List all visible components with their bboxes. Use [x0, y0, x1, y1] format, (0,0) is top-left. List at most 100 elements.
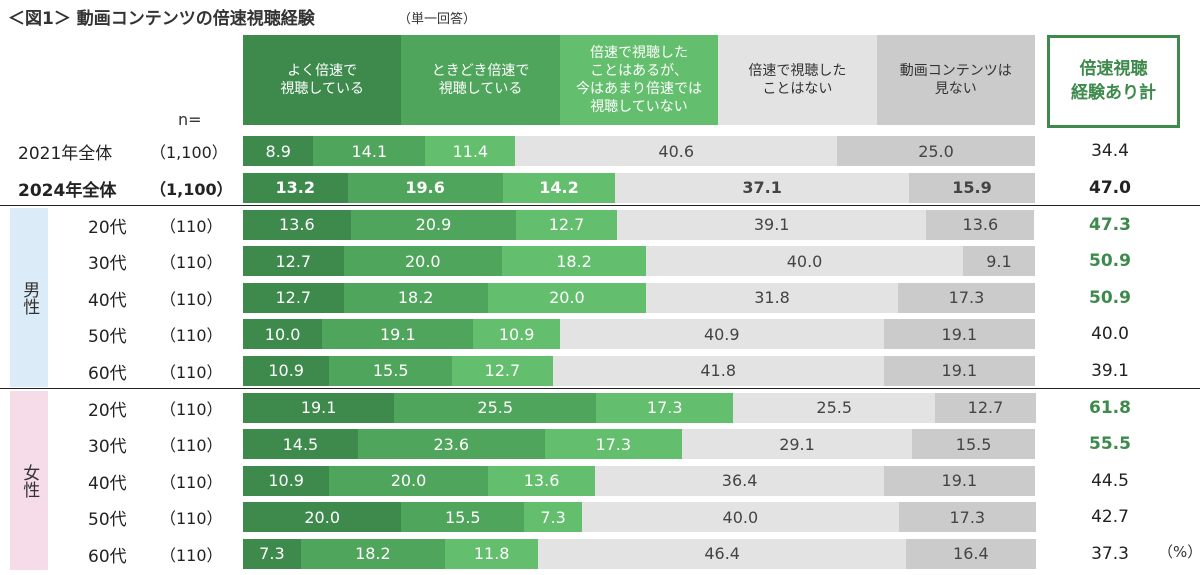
- total-value: 44.5: [1091, 470, 1129, 491]
- bar-label: 19.1: [941, 361, 978, 381]
- row-label: 20代: [88, 217, 127, 238]
- bar-segment: [300, 538, 445, 569]
- bar-label: 20.0: [404, 251, 441, 271]
- bar-label: 20.0: [304, 507, 340, 527]
- bar-label: 17.3: [949, 507, 986, 527]
- bar-label: 25.5: [477, 398, 514, 417]
- bar-label: 14.2: [539, 178, 579, 198]
- row-label: 30代: [88, 437, 127, 458]
- group-label: 女性: [10, 391, 48, 571]
- bar-segment: [905, 538, 1036, 569]
- bar-label: 12.7: [967, 398, 1004, 417]
- n-value: （110）: [160, 399, 223, 419]
- bar-segment: [898, 502, 1036, 533]
- bar-label: 46.4: [704, 544, 740, 564]
- bar-label: 41.8: [700, 361, 736, 381]
- unit-label: （%）: [1158, 543, 1200, 561]
- bar-segment: [559, 319, 884, 350]
- bar-label: 15.5: [955, 434, 992, 454]
- bar-segment: [515, 136, 837, 167]
- total-value: 47.0: [1089, 177, 1131, 198]
- total-value: 50.9: [1089, 251, 1131, 272]
- bar-label: 12.7: [275, 288, 312, 308]
- bar-label: 18.2: [355, 544, 391, 564]
- bar-label: 13.2: [275, 178, 315, 198]
- bar-label: 40.9: [703, 324, 740, 344]
- bar-segment: [322, 319, 474, 350]
- separator: [0, 388, 1200, 390]
- bar-label: 19.1: [941, 324, 978, 344]
- bar-label: 14.5: [282, 434, 319, 454]
- bar-segment: [243, 355, 330, 386]
- bar-segment: [243, 282, 344, 313]
- bar-segment: [487, 282, 647, 313]
- bar-segment: [897, 282, 1035, 313]
- bar-segment: [501, 246, 647, 277]
- group-label: 男性: [10, 208, 48, 388]
- bar-segment: [350, 209, 517, 240]
- bar-segment: [926, 209, 1035, 240]
- row-label: 50代: [88, 510, 127, 531]
- n-value: （110）: [160, 253, 223, 273]
- bar-label: 25.5: [816, 398, 853, 417]
- total-value: 61.8: [1089, 397, 1131, 418]
- n-value: （110）: [160, 509, 223, 529]
- n-label: n=: [178, 110, 202, 129]
- bar-label: 18.2: [397, 288, 434, 308]
- bar-label: 19.1: [380, 324, 416, 344]
- legend-header: ときどき倍速で 視聴している: [401, 35, 560, 125]
- bar-segment: [243, 136, 314, 167]
- bar-segment: [243, 209, 351, 240]
- bar-label: 7.3: [259, 544, 285, 564]
- bar-label: 20.9: [415, 215, 452, 234]
- n-value: （110）: [160, 216, 223, 236]
- row-label: 2024年全体: [18, 180, 117, 201]
- bar-label: 10.9: [268, 361, 304, 381]
- bar-label: 36.4: [721, 471, 758, 491]
- bar-segment: [538, 538, 906, 569]
- bar-segment: [615, 172, 910, 203]
- chart-subtitle: （単一回答）: [398, 12, 477, 27]
- bar-label: 15.5: [372, 361, 409, 381]
- bar-label: 12.7: [275, 251, 312, 271]
- bar-segment: [243, 538, 301, 569]
- bar-label: 10.0: [264, 324, 301, 344]
- legend-header: 動画コンテンツは 見ない: [876, 35, 1035, 125]
- n-value: （110）: [160, 436, 223, 456]
- total-value: 34.4: [1091, 141, 1129, 162]
- bar-label: 19.1: [941, 471, 978, 491]
- bar-label: 25.0: [918, 141, 954, 161]
- bar-label: 12.7: [484, 361, 521, 381]
- bar-segment: [347, 172, 503, 203]
- bar-segment: [616, 209, 927, 240]
- bar-label: 40.6: [658, 141, 695, 161]
- n-value: （110）: [160, 545, 223, 565]
- row-label: 60代: [88, 363, 127, 384]
- row-label: 40代: [88, 290, 127, 311]
- total-value: 55.5: [1089, 434, 1131, 455]
- bar-label: 29.1: [779, 434, 815, 454]
- row-label: 60代: [88, 546, 127, 567]
- n-value: （1,100）: [150, 179, 233, 199]
- bar-segment: [313, 136, 426, 167]
- bar-segment: [401, 502, 525, 533]
- bar-segment: [329, 355, 453, 386]
- bar-label: 18.2: [556, 251, 592, 271]
- total-value: 42.7: [1091, 507, 1129, 528]
- bar-label: 13.6: [962, 215, 999, 234]
- total-value: 50.9: [1089, 287, 1131, 308]
- bar-segment: [329, 465, 488, 496]
- bar-label: 19.1: [300, 398, 337, 417]
- bar-segment: [243, 465, 330, 496]
- bar-label: 15.5: [444, 507, 481, 527]
- chart-title: ＜図1＞ 動画コンテンツの倍速視聴経験: [8, 9, 315, 29]
- bar-segment: [581, 502, 899, 533]
- bar-segment: [909, 172, 1035, 203]
- legend-header: 倍速で視聴した ことはない: [718, 35, 877, 125]
- bar-label: 40.0: [786, 251, 823, 271]
- n-value: （1,100）: [150, 143, 228, 163]
- row-label: 50代: [88, 327, 127, 348]
- bar-segment: [243, 319, 323, 350]
- bar-label: 10.9: [268, 471, 304, 491]
